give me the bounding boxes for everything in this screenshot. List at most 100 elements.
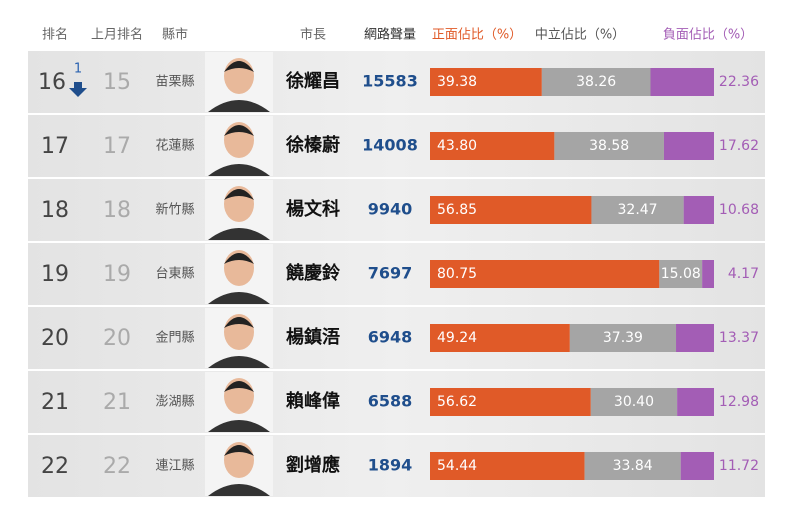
buzz: 7697 (368, 264, 413, 283)
photo-body (208, 292, 270, 304)
rank: 21 (41, 390, 69, 415)
share-label: 54.44 (437, 458, 477, 474)
share-bar (677, 388, 714, 416)
rank: 17 (41, 134, 69, 159)
share-label: 17.62 (719, 138, 759, 154)
column-header: 正面佔比（%） (432, 28, 522, 43)
share-bar (430, 132, 555, 160)
share-bar (680, 452, 714, 480)
share-label: 13.37 (719, 330, 759, 346)
mayor: 楊鎮浯 (286, 326, 340, 348)
share-label: 15.08 (661, 266, 701, 282)
share-label: 80.75 (437, 266, 477, 282)
previous-rank: 18 (103, 198, 131, 223)
photo-hair (224, 253, 254, 264)
buzz: 15583 (362, 72, 418, 91)
mayor: 賴峰偉 (286, 390, 340, 412)
share-label: 11.72 (719, 458, 759, 474)
share-label: 32.47 (618, 202, 658, 218)
share-label: 37.39 (603, 330, 643, 346)
photo-body (208, 420, 270, 432)
share-label: 56.85 (437, 202, 477, 218)
share-label: 22.36 (719, 74, 759, 90)
share-bar (541, 68, 651, 96)
share-label: 12.98 (719, 394, 759, 410)
column-header: 負面佔比（%） (663, 28, 753, 43)
photo-body (208, 100, 270, 112)
share-bar (430, 452, 585, 480)
share-bar (430, 324, 570, 352)
column-header: 網路聲量 (364, 27, 416, 43)
share-bar (590, 388, 678, 416)
buzz: 6948 (368, 328, 413, 347)
rank: 16 (38, 70, 66, 95)
share-label: 39.38 (437, 74, 477, 90)
row: 19 19 台東縣 饒慶鈴 7697 80.75 15.08 4.17 (28, 243, 765, 305)
previous-rank: 20 (103, 326, 131, 351)
share-label: 38.26 (576, 74, 616, 90)
buzz: 9940 (368, 200, 413, 219)
share-bar (584, 452, 681, 480)
county: 台東縣 (155, 266, 194, 282)
share-bar (430, 260, 660, 288)
photo-hair (224, 61, 254, 72)
mayor: 饒慶鈴 (286, 262, 341, 284)
photo-hair (224, 445, 254, 456)
photo-hair (224, 381, 254, 392)
buzz: 6588 (368, 392, 413, 411)
photo-body (208, 228, 270, 240)
share-bar (663, 132, 714, 160)
row: 21 21 澎湖縣 賴峰偉 6588 56.62 30.40 12.98 (28, 371, 765, 433)
county: 澎湖縣 (155, 395, 194, 410)
share-bar (430, 196, 592, 224)
buzz: 14008 (362, 136, 418, 155)
share-label: 56.62 (437, 394, 477, 410)
previous-rank: 21 (103, 390, 131, 415)
previous-rank: 17 (103, 134, 131, 159)
row: 16 1 15 苗栗縣 徐耀昌 15583 39.38 38.26 22.36 (28, 51, 765, 113)
share-bar (569, 324, 677, 352)
photo-hair (224, 125, 254, 136)
share-label: 38.58 (589, 138, 629, 154)
photo-body (208, 164, 270, 176)
row: 20 20 金門縣 楊鎮浯 6948 49.24 37.39 13.37 (28, 307, 765, 369)
share-bar (430, 68, 542, 96)
row: 18 18 新竹縣 楊文科 9940 56.85 32.47 10.68 (28, 179, 765, 241)
buzz: 1894 (368, 456, 413, 475)
previous-rank: 19 (103, 262, 131, 287)
share-label: 49.24 (437, 330, 477, 346)
share-bar (430, 388, 591, 416)
share-bar (659, 260, 703, 288)
rank-change: 1 (74, 62, 82, 77)
share-bar (650, 68, 714, 96)
photo-hair (224, 189, 254, 200)
previous-rank: 22 (103, 454, 131, 479)
column-header: 上月排名 (91, 27, 143, 43)
county: 連江縣 (155, 459, 194, 474)
down-arrow (69, 82, 87, 97)
share-bar (554, 132, 664, 160)
mayor: 劉增應 (286, 454, 340, 476)
share-bar (683, 196, 714, 224)
rank: 18 (41, 198, 69, 223)
rank: 20 (41, 326, 69, 351)
share-label: 33.84 (613, 458, 653, 474)
previous-rank: 15 (103, 70, 131, 95)
mayor: 徐榛蔚 (285, 134, 340, 156)
photo-body (208, 356, 270, 368)
photo-body (208, 484, 270, 496)
county: 花蓮縣 (155, 138, 194, 154)
share-label: 4.17 (728, 266, 759, 282)
mayor: 徐耀昌 (285, 70, 340, 92)
column-header: 中立佔比（%） (535, 28, 625, 43)
share-bar (676, 324, 714, 352)
county: 金門縣 (155, 330, 194, 346)
share-bar (591, 196, 684, 224)
row: 17 17 花蓮縣 徐榛蔚 14008 43.80 38.58 17.62 (28, 115, 765, 177)
county: 苗栗縣 (155, 75, 194, 90)
share-bar (702, 260, 714, 288)
column-header: 排名 (42, 27, 68, 43)
column-header: 縣市 (162, 27, 188, 43)
share-label: 30.40 (614, 394, 654, 410)
